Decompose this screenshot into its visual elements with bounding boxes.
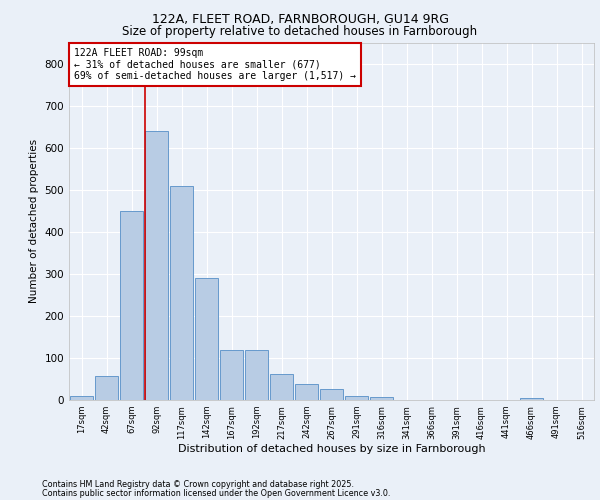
Text: 122A FLEET ROAD: 99sqm
← 31% of detached houses are smaller (677)
69% of semi-de: 122A FLEET ROAD: 99sqm ← 31% of detached… <box>74 48 356 81</box>
Bar <box>120 210 143 400</box>
Y-axis label: Number of detached properties: Number of detached properties <box>29 139 39 304</box>
Text: Contains HM Land Registry data © Crown copyright and database right 2025.: Contains HM Land Registry data © Crown c… <box>42 480 354 489</box>
Bar <box>195 278 218 400</box>
Bar <box>345 396 368 400</box>
Bar <box>70 396 93 400</box>
Bar <box>145 131 168 400</box>
Bar <box>370 397 393 400</box>
Text: Size of property relative to detached houses in Farnborough: Size of property relative to detached ho… <box>122 25 478 38</box>
Text: Contains public sector information licensed under the Open Government Licence v3: Contains public sector information licen… <box>42 488 391 498</box>
Bar <box>170 186 193 400</box>
Bar <box>95 376 118 400</box>
Bar <box>220 350 243 400</box>
Text: 122A, FLEET ROAD, FARNBOROUGH, GU14 9RG: 122A, FLEET ROAD, FARNBOROUGH, GU14 9RG <box>151 12 449 26</box>
Bar <box>320 390 343 400</box>
Bar <box>520 398 543 400</box>
X-axis label: Distribution of detached houses by size in Farnborough: Distribution of detached houses by size … <box>178 444 485 454</box>
Bar <box>270 374 293 400</box>
Bar <box>295 384 318 400</box>
Bar <box>245 350 268 400</box>
